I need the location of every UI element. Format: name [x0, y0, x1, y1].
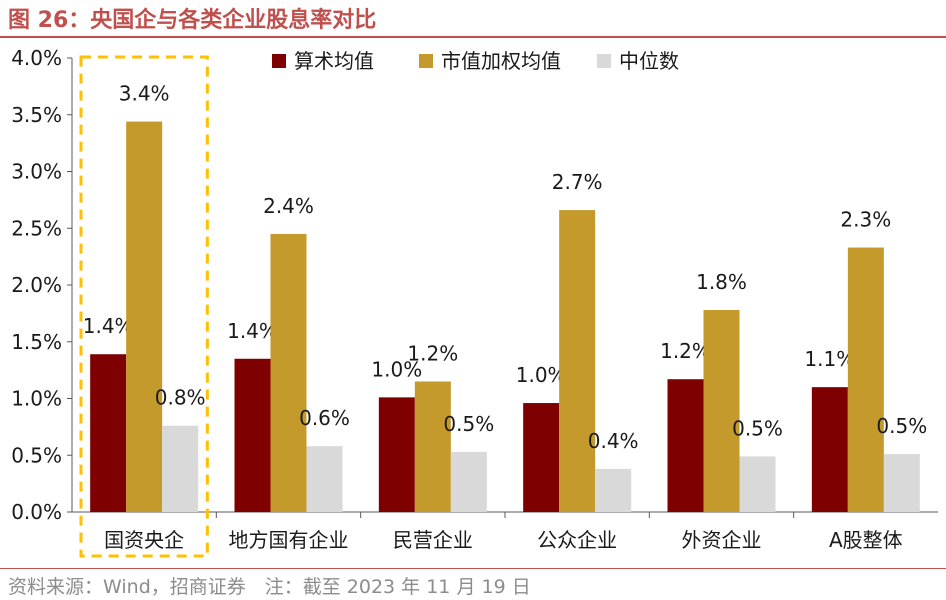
bar-1	[234, 358, 271, 512]
category-label: 国资央企	[104, 528, 184, 552]
legend-label: 中位数	[619, 49, 679, 73]
bar-3	[450, 451, 487, 512]
data-label: 1.4%	[227, 319, 278, 343]
data-label: 0.6%	[299, 406, 350, 430]
bar-1	[523, 403, 560, 512]
y-tick-label: 2.0%	[11, 273, 62, 297]
legend-swatch	[597, 54, 611, 68]
bar-3	[883, 454, 920, 512]
bar-2	[126, 121, 163, 512]
bar-1	[378, 397, 415, 512]
y-tick-label: 2.5%	[11, 216, 62, 240]
bar-1	[667, 379, 704, 512]
source-note: 资料来源：Wind，招商证券 注：截至 2023 年 11 月 19 日	[8, 576, 531, 598]
data-label: 1.0%	[371, 357, 422, 381]
category-label: 公众企业	[537, 528, 617, 552]
category-label: 外资企业	[682, 528, 762, 552]
bar-1	[811, 387, 848, 512]
data-label: 0.4%	[588, 429, 639, 453]
data-label: 0.5%	[443, 412, 494, 436]
bar-2	[559, 210, 596, 512]
legend-label: 市值加权均值	[441, 49, 561, 73]
legend-label: 算术均值	[294, 49, 374, 73]
bar-3	[595, 468, 632, 512]
data-label: 0.5%	[876, 414, 927, 438]
category-label: A股整体	[829, 528, 903, 552]
data-label: 1.0%	[516, 363, 567, 387]
bar-2	[703, 309, 740, 512]
title-bar: 图 26：央国企与各类企业股息率对比	[0, 0, 946, 38]
category-label: 地方国有企业	[229, 528, 349, 552]
bar-1	[90, 354, 127, 512]
legend-swatch	[419, 54, 433, 68]
legend-swatch	[272, 54, 286, 68]
data-label: 2.3%	[840, 208, 891, 232]
data-label: 1.2%	[407, 341, 458, 365]
y-tick-label: 1.0%	[11, 387, 62, 411]
bar-3	[306, 446, 343, 512]
y-tick-label: 0.5%	[11, 443, 62, 467]
data-label: 2.7%	[552, 170, 603, 194]
data-label: 2.4%	[263, 194, 314, 218]
data-label: 1.4%	[83, 314, 134, 338]
bar-2	[847, 247, 884, 513]
highlight-box	[79, 55, 209, 558]
data-label: 0.8%	[155, 386, 206, 410]
y-tick-label: 3.0%	[11, 160, 62, 184]
category-label: 民营企业	[393, 528, 473, 552]
bar-3	[162, 425, 199, 512]
footer-divider	[0, 568, 946, 569]
y-tick-label: 0.0%	[11, 500, 62, 524]
chart-title: 图 26：央国企与各类企业股息率对比	[8, 8, 377, 33]
y-tick-label: 4.0%	[11, 46, 62, 70]
bar-2	[414, 381, 451, 512]
data-label: 1.1%	[804, 347, 855, 371]
bar-2	[270, 233, 307, 513]
data-label: 0.5%	[732, 416, 783, 440]
data-label: 3.4%	[119, 82, 170, 106]
y-tick-label: 3.5%	[11, 103, 62, 127]
y-tick-label: 1.5%	[11, 330, 62, 354]
data-label: 1.2%	[660, 339, 711, 363]
data-label: 1.8%	[696, 270, 747, 294]
bar-3	[739, 456, 776, 512]
